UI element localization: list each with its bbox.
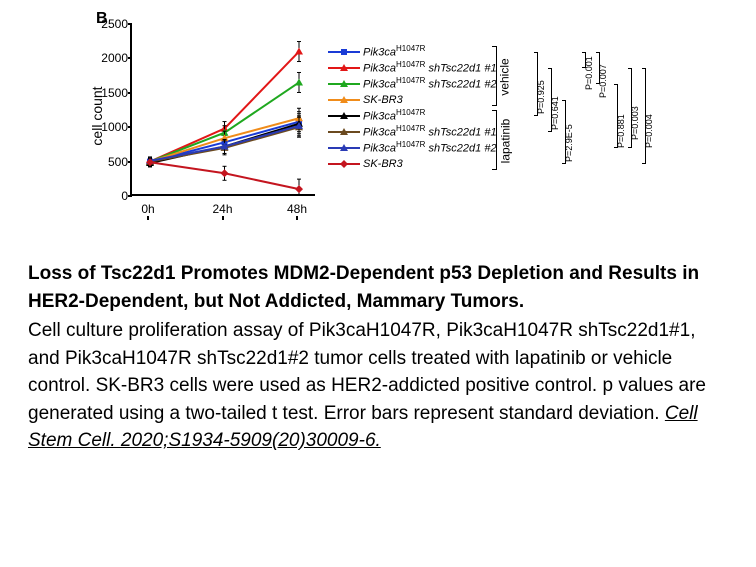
legend-label: Pik3caH1047R shTsc22d1 #1 (363, 60, 497, 77)
lapatinib-label: lapatinib (498, 119, 512, 164)
vehicle-label: vehicle (498, 58, 512, 95)
chart-plot (130, 24, 315, 196)
y-ticks: 05001000150020002500 (98, 24, 128, 196)
xtick-label: 48h (282, 202, 312, 216)
legend-item: SK-BR3 (328, 156, 497, 172)
p-value-label: P=0.004 (644, 114, 654, 148)
p-value-label: P=0.641 (550, 96, 560, 130)
legend: Pik3caH1047RPik3caH1047R shTsc22d1 #1Pik… (328, 44, 497, 172)
legend-label: SK-BR3 (363, 93, 403, 108)
legend-item: Pik3caH1047R shTsc22d1 #1 (328, 124, 497, 140)
legend-item: Pik3caH1047R shTsc22d1 #2 (328, 140, 497, 156)
p-value-label: P=0.003 (630, 106, 640, 140)
caption-title: Loss of Tsc22d1 Promotes MDM2-Dependent … (28, 260, 728, 315)
legend-label: Pik3caH1047R shTsc22d1 #2 (363, 76, 497, 93)
p-value-label: P=0.007 (598, 64, 608, 98)
xtick-label: 24h (208, 202, 238, 216)
ytick-label: 0 (98, 189, 128, 203)
legend-item: Pik3caH1047R (328, 108, 497, 124)
legend-item: Pik3caH1047R shTsc22d1 #1 (328, 60, 497, 76)
ytick-label: 2000 (98, 51, 128, 65)
p-value-label: P=0.001 (584, 56, 594, 90)
p-value-label: P=0.881 (616, 114, 626, 148)
ytick-label: 1500 (98, 86, 128, 100)
legend-item: SK-BR3 (328, 92, 497, 108)
legend-item: Pik3caH1047R shTsc22d1 #2 (328, 76, 497, 92)
p-value-label: P=0.925 (536, 80, 546, 114)
ytick-label: 1000 (98, 120, 128, 134)
xtick-label: 0h (133, 202, 163, 216)
legend-label: SK-BR3 (363, 157, 403, 172)
legend-label: Pik3caH1047R (363, 44, 425, 61)
ytick-label: 2500 (98, 17, 128, 31)
vehicle-bracket (492, 46, 497, 106)
legend-label: Pik3caH1047R shTsc22d1 #1 (363, 124, 497, 141)
legend-label: Pik3caH1047R (363, 108, 425, 125)
x-ticks: 0h 24h 48h (130, 196, 315, 216)
lapatinib-bracket (492, 110, 497, 170)
caption-body: Cell culture proliferation assay of Pik3… (28, 320, 706, 424)
p-value-label: P=2.9E-5 (564, 124, 574, 162)
legend-label: Pik3caH1047R shTsc22d1 #2 (363, 140, 497, 157)
legend-item: Pik3caH1047R (328, 44, 497, 60)
chart-lines (132, 24, 317, 196)
figure-caption: Loss of Tsc22d1 Promotes MDM2-Dependent … (28, 260, 728, 455)
figure-panel: B cell count 05001000150020002500 0h24h4… (60, 10, 720, 235)
ytick-label: 500 (98, 155, 128, 169)
